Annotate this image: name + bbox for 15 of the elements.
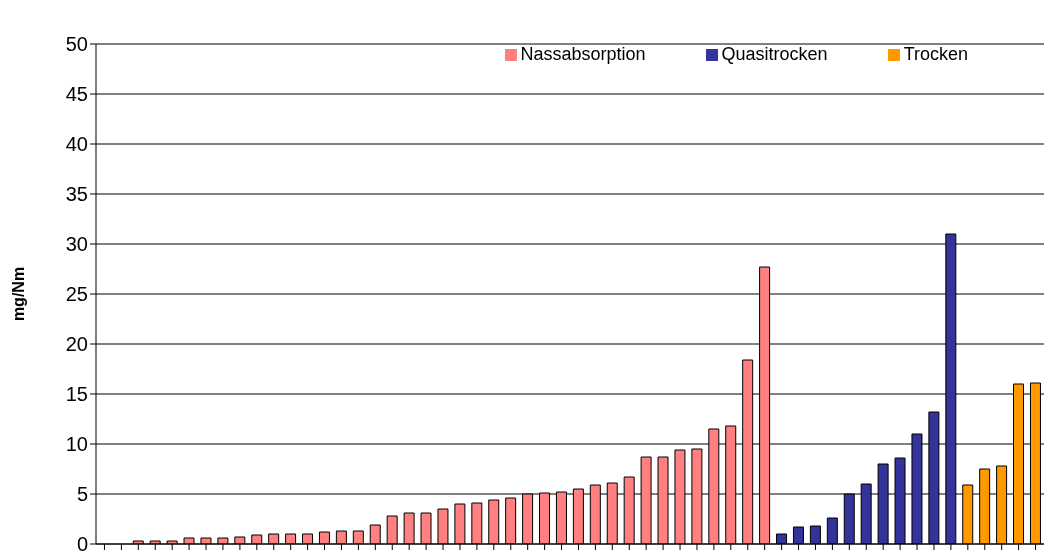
y-tick-label: 15 [65,383,88,406]
legend-label: Nassabsorption [520,44,646,64]
y-tick-label: 10 [65,433,88,456]
legend-label: Trocken [903,44,968,64]
y-tick-label: 25 [65,283,88,306]
y-tick-label: 35 [65,183,88,206]
y-tick-label: 40 [65,133,88,156]
y-tick-label: 30 [65,233,88,256]
y-tick-label: 45 [65,83,88,106]
y-tick-label: 5 [76,483,88,506]
y-axis-title: mg/Nm [9,266,27,322]
y-tick-label: 0 [76,533,88,552]
y-tick-label: 50 [65,33,88,56]
legend-label: Quasitrocken [721,44,828,64]
y-tick-label: 20 [65,333,88,356]
